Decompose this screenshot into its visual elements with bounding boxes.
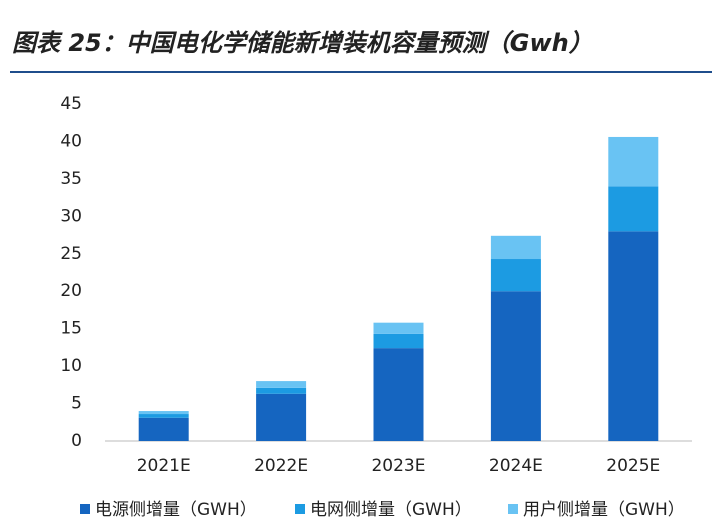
bar-segment [373, 333, 424, 349]
bar-segment [256, 387, 307, 394]
y-tick-label: 40 [60, 131, 82, 151]
x-tick-label: 2022E [254, 456, 308, 476]
bar-segment [138, 411, 189, 415]
x-tick-label: 2024E [489, 456, 543, 476]
legend-swatch [295, 504, 305, 514]
legend-label: 电网侧增量（GWH） [310, 500, 472, 520]
chart-title: 图表 25：中国电化学储能新增装机容量预测（Gwh） [12, 29, 593, 57]
legend-swatch [80, 504, 90, 514]
x-tick-label: 2021E [137, 456, 191, 476]
x-tick-label: 2025E [606, 456, 660, 476]
y-tick-label: 30 [60, 206, 82, 226]
bar-segment [490, 235, 541, 260]
y-tick-label: 45 [60, 94, 82, 114]
bar-segment [490, 259, 541, 292]
legend-label: 用户侧增量（GWH） [523, 500, 685, 520]
bar-segment [608, 231, 659, 441]
y-tick-label: 0 [71, 431, 82, 451]
y-tick-label: 10 [60, 356, 82, 376]
y-tick-label: 15 [60, 319, 82, 339]
y-tick-label: 25 [60, 244, 82, 264]
y-tick-label: 5 [71, 394, 82, 414]
x-tick-label: 2023E [371, 456, 425, 476]
bar-segment [138, 414, 189, 418]
y-tick-label: 20 [60, 281, 82, 301]
bar-segment [490, 291, 541, 441]
bar-segment [138, 417, 189, 441]
legend-label: 电源侧增量（GWH） [95, 500, 257, 520]
y-tick-label: 35 [60, 169, 82, 189]
bar-segment [608, 186, 659, 232]
bar-segment [256, 381, 307, 388]
bar-segment [373, 348, 424, 441]
bar-segment [256, 393, 307, 441]
bar-segment [608, 136, 659, 187]
legend-swatch [508, 504, 518, 514]
bar-segment [373, 322, 424, 334]
